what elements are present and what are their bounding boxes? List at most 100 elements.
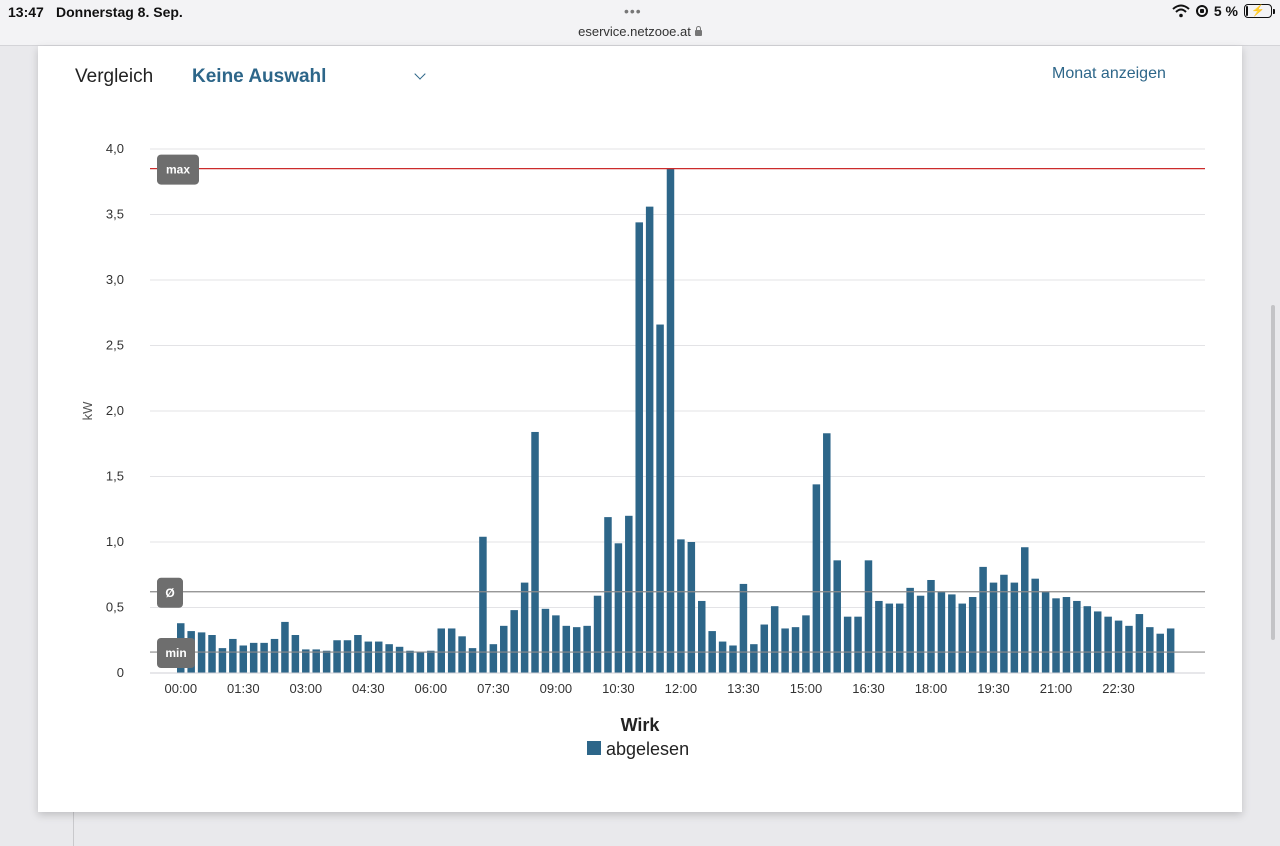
bar[interactable] [1135,614,1144,673]
bar[interactable] [1146,627,1154,673]
bar[interactable] [1000,574,1008,673]
bar[interactable] [812,484,821,673]
bar[interactable] [447,628,456,673]
bar[interactable] [552,615,560,673]
bar[interactable] [979,566,987,673]
bar[interactable] [218,648,227,673]
bar[interactable] [197,632,206,673]
bar[interactable] [385,644,393,673]
padlock-icon [694,26,702,36]
bar[interactable] [937,591,946,673]
bar[interactable] [864,560,873,673]
bar[interactable] [770,606,779,673]
bar[interactable] [520,582,529,673]
bar[interactable] [760,624,769,673]
bar[interactable] [1073,600,1081,673]
bar[interactable] [1052,598,1060,673]
bar[interactable] [677,539,685,673]
bar[interactable] [989,582,998,673]
bar[interactable] [1114,620,1123,673]
bar[interactable] [833,560,841,673]
legend[interactable]: abgelesen [587,739,689,759]
bar[interactable] [750,644,758,673]
bar[interactable] [843,616,852,673]
bar[interactable] [322,650,331,673]
bar[interactable] [916,595,925,673]
bar[interactable] [312,649,320,673]
bar[interactable] [562,625,571,673]
bar[interactable] [885,603,894,673]
bar[interactable] [1166,628,1175,673]
bar[interactable] [666,168,675,673]
bar[interactable] [291,635,300,673]
bar[interactable] [572,627,581,673]
bar[interactable] [458,636,466,673]
bar[interactable] [968,597,977,673]
bar[interactable] [1062,597,1071,673]
bar[interactable] [1156,633,1164,673]
bar[interactable] [281,621,289,673]
bar[interactable] [656,324,664,673]
bar[interactable] [614,543,623,673]
compare-dropdown[interactable]: Keine Auswahl [192,64,432,92]
multitasking-dots-icon[interactable]: ••• [624,3,642,19]
bar[interactable] [510,610,518,673]
bar[interactable] [437,628,446,673]
bar[interactable] [698,600,706,673]
bar[interactable] [302,649,310,673]
bar[interactable] [427,650,435,673]
bar[interactable] [927,579,935,673]
bar[interactable] [416,652,425,673]
bar[interactable] [948,594,956,673]
bar[interactable] [260,642,268,673]
bar[interactable] [895,603,904,673]
scrollbar-thumb[interactable] [1271,305,1275,640]
bar[interactable] [802,615,810,673]
bar[interactable] [333,640,341,673]
bar[interactable] [1041,591,1050,673]
bar[interactable] [906,587,914,673]
bar[interactable] [1083,606,1092,673]
bar[interactable] [875,600,883,673]
bar[interactable] [489,644,498,673]
bar[interactable] [583,625,591,673]
bar[interactable] [958,603,967,673]
bar[interactable] [729,645,737,673]
bar[interactable] [593,595,602,673]
bar[interactable] [781,628,789,673]
bar[interactable] [270,638,279,673]
bar[interactable] [500,625,508,673]
bar[interactable] [1093,611,1102,673]
bar[interactable] [531,431,539,673]
bar[interactable] [1125,625,1133,673]
bar[interactable] [718,641,727,673]
bar[interactable] [1104,616,1112,673]
bar[interactable] [249,642,258,673]
bar[interactable] [479,536,487,673]
bar[interactable] [395,646,404,673]
bar[interactable] [229,638,237,673]
bar[interactable] [687,542,696,673]
show-month-link[interactable]: Monat anzeigen [1052,65,1166,82]
bar[interactable] [645,206,654,673]
bar[interactable] [625,515,633,673]
bar[interactable] [364,641,373,673]
bar[interactable] [739,583,748,673]
bar[interactable] [854,616,862,673]
address-bar[interactable]: eservice.netzooe.at [0,24,1280,39]
bar[interactable] [1010,582,1019,673]
bar[interactable] [208,635,216,673]
bar[interactable] [406,650,414,673]
bar[interactable] [468,648,477,673]
bar[interactable] [239,645,248,673]
bar[interactable] [823,433,831,673]
bar[interactable] [635,222,643,674]
bar[interactable] [1031,578,1039,673]
bar[interactable] [354,635,362,673]
bar[interactable] [541,608,550,673]
bar[interactable] [374,641,383,673]
bar[interactable] [343,640,352,673]
bar[interactable] [791,627,800,673]
bar[interactable] [1021,547,1029,673]
bar[interactable] [604,517,612,673]
